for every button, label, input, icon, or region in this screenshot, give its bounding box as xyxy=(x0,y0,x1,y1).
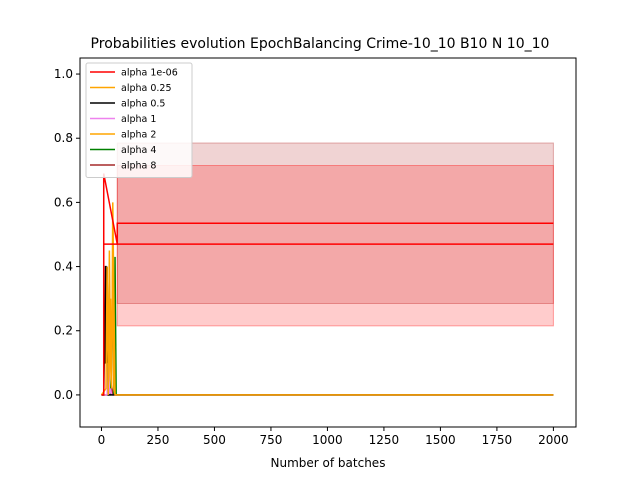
y-tick-label: 0.8 xyxy=(54,131,73,145)
series-line-secondary xyxy=(103,222,554,245)
legend: alpha 1e-06 alpha 0.25 alpha 0.5 alpha 1 alp… xyxy=(85,62,193,178)
y-ticks: 0.0 0.2 0.4 0.6 0.8 1.0 xyxy=(54,67,80,402)
confidence-band-2 xyxy=(116,164,554,327)
y-tick-label: 0.2 xyxy=(54,324,73,338)
x-tick-label: 0 xyxy=(98,433,106,447)
legend-label: alpha 1 xyxy=(121,114,156,125)
x-tick-label: 500 xyxy=(203,433,226,447)
legend-label: alpha 4 xyxy=(121,145,156,156)
y-tick-label: 0.0 xyxy=(54,388,73,402)
legend-label: alpha 0.5 xyxy=(121,99,165,110)
y-tick-label: 0.6 xyxy=(54,195,73,209)
x-axis-label: Number of batches xyxy=(271,456,386,470)
x-tick-label: 2000 xyxy=(538,433,569,447)
series-line-alpha-0-25 xyxy=(100,202,554,396)
x-tick-label: 1500 xyxy=(425,433,456,447)
legend-label: alpha 1e-06 xyxy=(121,68,178,79)
x-ticks: 0 250 500 750 1000 1250 1500 1750 2000 xyxy=(98,427,569,447)
axes-frame xyxy=(79,57,577,428)
legend-label: alpha 8 xyxy=(121,161,156,172)
legend-label: alpha 2 xyxy=(121,130,156,141)
x-tick-label: 250 xyxy=(147,433,170,447)
y-tick-label: 1.0 xyxy=(54,67,73,81)
chart-title: Probabilities evolution EpochBalancing C… xyxy=(91,36,550,52)
x-tick-label: 1000 xyxy=(312,433,343,447)
legend-label: alpha 0.25 xyxy=(121,83,172,94)
x-tick-label: 750 xyxy=(259,433,282,447)
y-tick-label: 0.4 xyxy=(54,260,73,274)
x-tick-label: 1250 xyxy=(369,433,400,447)
x-tick-label: 1750 xyxy=(482,433,513,447)
